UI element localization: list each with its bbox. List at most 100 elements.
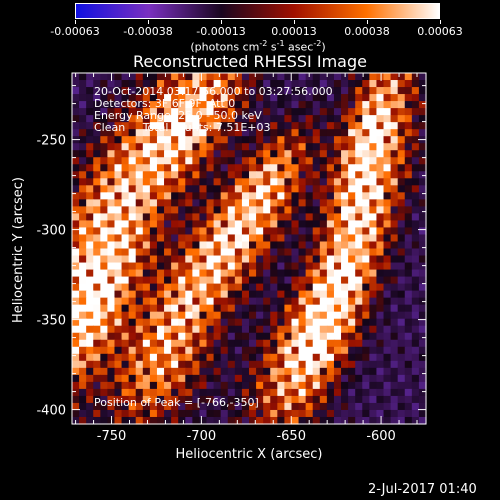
heatmap-cell bbox=[348, 402, 356, 411]
heatmap-cell bbox=[291, 388, 300, 397]
heatmap-cell bbox=[256, 255, 264, 264]
info-detectors: Detectors: 3F 6F 9F Att 0 bbox=[94, 97, 236, 110]
heatmap-cell bbox=[249, 332, 257, 341]
heatmap-cell bbox=[206, 122, 215, 130]
heatmap-cell bbox=[121, 248, 130, 257]
heatmap-cell bbox=[249, 346, 257, 355]
heatmap-cell bbox=[241, 101, 250, 109]
heatmap-cell bbox=[369, 115, 378, 123]
heatmap-cell bbox=[135, 255, 144, 264]
heatmap-cell bbox=[234, 73, 243, 81]
heatmap-cell bbox=[164, 262, 172, 271]
heatmap-cell bbox=[93, 115, 101, 123]
heatmap-cell bbox=[156, 416, 165, 425]
heatmap-cell bbox=[284, 94, 293, 102]
heatmap-cell bbox=[291, 178, 300, 186]
heatmap-cell bbox=[156, 381, 165, 390]
heatmap-cell bbox=[213, 122, 222, 130]
heatmap-cell bbox=[348, 367, 356, 376]
heatmap-cell bbox=[418, 178, 427, 186]
heatmap-cell bbox=[142, 241, 151, 250]
heatmap-cell bbox=[298, 332, 307, 341]
heatmap-cell bbox=[383, 269, 392, 278]
heatmap-cell bbox=[418, 416, 427, 425]
heatmap-cell bbox=[142, 185, 151, 193]
heatmap-cell bbox=[199, 185, 208, 193]
heatmap-cell bbox=[149, 115, 158, 123]
heatmap-cell bbox=[312, 171, 321, 179]
heatmap-cell bbox=[249, 157, 257, 165]
heatmap-cell bbox=[220, 157, 229, 165]
heatmap-cell bbox=[376, 332, 385, 341]
heatmap-cell bbox=[362, 150, 370, 158]
heatmap-cell bbox=[333, 213, 342, 222]
heatmap-cell bbox=[312, 255, 321, 264]
heatmap-cell bbox=[277, 241, 285, 250]
heatmap-cell bbox=[241, 108, 250, 116]
heatmap-cell bbox=[418, 192, 427, 200]
heatmap-cell bbox=[128, 388, 137, 397]
heatmap-cell bbox=[404, 304, 413, 313]
heatmap-cell bbox=[178, 87, 186, 95]
heatmap-cell bbox=[397, 213, 406, 222]
heatmap-cell bbox=[199, 416, 208, 425]
heatmap-cell bbox=[376, 234, 385, 243]
heatmap-cell bbox=[192, 129, 201, 137]
heatmap-cell bbox=[142, 101, 151, 109]
heatmap-cell bbox=[206, 73, 215, 81]
heatmap-cell bbox=[227, 318, 236, 327]
heatmap-cell bbox=[121, 311, 130, 320]
heatmap-cell bbox=[348, 255, 356, 264]
heatmap-cell bbox=[121, 290, 130, 299]
heatmap-cell bbox=[164, 80, 172, 88]
heatmap-cell bbox=[362, 241, 370, 250]
heatmap-cell bbox=[263, 80, 271, 88]
heatmap-cell bbox=[249, 311, 257, 320]
heatmap-cell bbox=[298, 129, 307, 137]
heatmap-cell bbox=[220, 395, 229, 404]
heatmap-cell bbox=[171, 220, 179, 229]
heatmap-cell bbox=[121, 157, 130, 165]
heatmap-cell bbox=[107, 297, 116, 306]
heatmap-cell bbox=[376, 122, 385, 130]
heatmap-cell bbox=[390, 353, 399, 362]
heatmap-cell bbox=[241, 395, 250, 404]
heatmap-cell bbox=[404, 409, 413, 418]
heatmap-cell bbox=[234, 192, 243, 200]
heatmap-cell bbox=[397, 185, 406, 193]
heatmap-cell bbox=[333, 185, 342, 193]
heatmap-cell bbox=[199, 395, 208, 404]
heatmap-cell bbox=[263, 115, 271, 123]
heatmap-cell bbox=[93, 374, 101, 383]
heatmap-cell bbox=[284, 325, 293, 334]
heatmap-cell bbox=[100, 248, 108, 257]
heatmap-cell bbox=[355, 255, 363, 264]
heatmap-cell bbox=[135, 339, 144, 348]
heatmap-cell bbox=[79, 248, 87, 257]
heatmap-cell bbox=[135, 388, 144, 397]
heatmap-cell bbox=[362, 318, 370, 327]
heatmap-cell bbox=[383, 318, 392, 327]
heatmap-cell bbox=[291, 409, 300, 418]
heatmap-cell bbox=[256, 402, 264, 411]
heatmap-cell bbox=[149, 290, 158, 299]
heatmap-cell bbox=[369, 213, 378, 222]
heatmap-cell bbox=[107, 360, 116, 369]
info-energy-range: Energy Range: 25.0 - 50.0 keV bbox=[94, 109, 262, 122]
heatmap-cell bbox=[114, 206, 123, 214]
heatmap-cell bbox=[171, 402, 179, 411]
heatmap-cell bbox=[305, 311, 314, 320]
heatmap-cell bbox=[397, 94, 406, 102]
heatmap-cell bbox=[156, 374, 165, 383]
heatmap-cell bbox=[234, 87, 243, 95]
heatmap-cell bbox=[164, 290, 172, 299]
heatmap-cell bbox=[100, 353, 108, 362]
heatmap-cell bbox=[404, 122, 413, 130]
heatmap-cell bbox=[404, 346, 413, 355]
heatmap-cell bbox=[355, 360, 363, 369]
heatmap-cell bbox=[171, 199, 179, 207]
heatmap-cell bbox=[411, 185, 420, 193]
heatmap-cell bbox=[135, 150, 144, 158]
heatmap-cell bbox=[376, 185, 385, 193]
heatmap-cell bbox=[376, 178, 385, 186]
